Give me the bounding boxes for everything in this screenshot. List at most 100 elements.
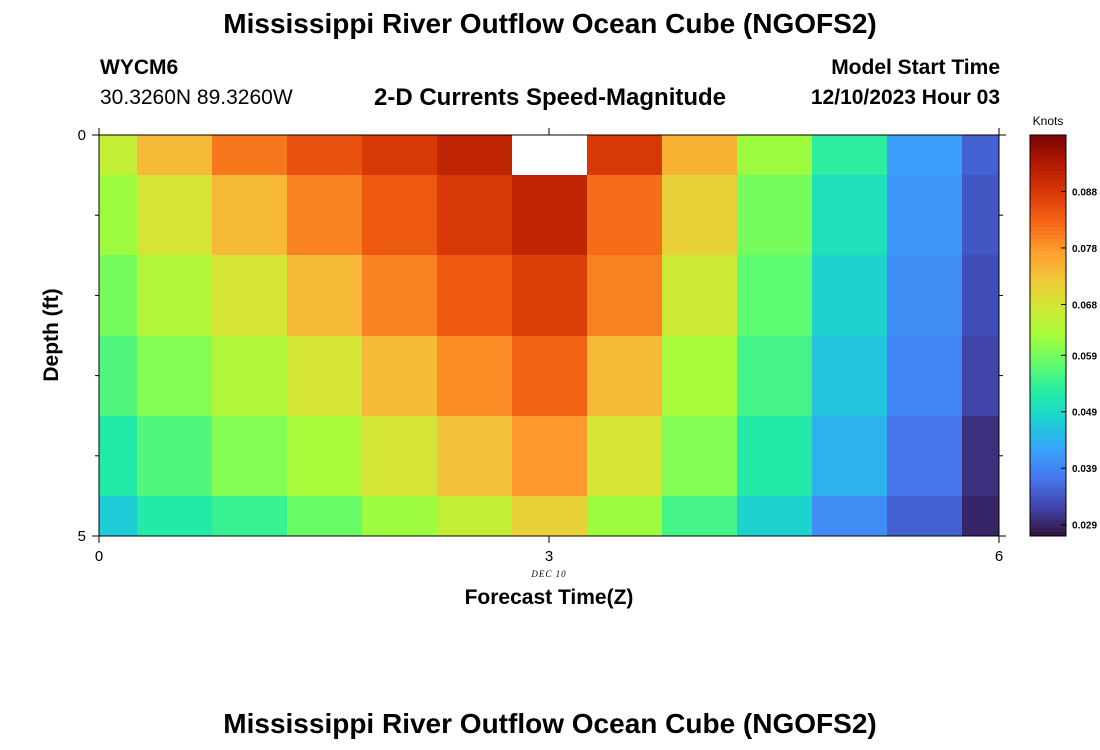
colorbar-segment bbox=[1030, 399, 1066, 405]
colorbar-segment bbox=[1030, 335, 1066, 341]
colorbar-segment bbox=[1030, 331, 1066, 337]
heatmap-cell bbox=[437, 336, 512, 416]
colorbar-segment bbox=[1030, 447, 1066, 453]
colorbar-segment bbox=[1030, 175, 1066, 180]
colorbar-segment bbox=[1030, 191, 1066, 196]
heatmap-cell bbox=[512, 255, 587, 336]
heatmap-cell bbox=[212, 175, 287, 255]
colorbar-segment bbox=[1030, 487, 1066, 493]
colorbar-segment bbox=[1030, 303, 1066, 309]
colorbar-segment bbox=[1030, 251, 1066, 256]
colorbar-segment bbox=[1030, 199, 1066, 204]
y-axis-label: Depth (ft) bbox=[40, 288, 63, 381]
colorbar-tick-label: 0.059 bbox=[1072, 351, 1097, 362]
colorbar-segment bbox=[1030, 459, 1066, 465]
colorbar-segment bbox=[1030, 311, 1066, 317]
heatmap-cell bbox=[287, 496, 362, 536]
heatmap-cell bbox=[812, 175, 887, 255]
colorbar-segment bbox=[1030, 479, 1066, 485]
colorbar-segment bbox=[1030, 387, 1066, 393]
heatmap-cell bbox=[587, 175, 662, 255]
y-tick-label: 0 bbox=[78, 127, 86, 144]
colorbar-segment bbox=[1030, 435, 1066, 441]
heatmap-cell bbox=[137, 336, 212, 416]
heatmap-cell bbox=[287, 175, 362, 255]
axes: 0 3 605 bbox=[78, 127, 1006, 565]
model-start-label: Model Start Time bbox=[831, 56, 1000, 79]
colorbar-segment bbox=[1030, 203, 1066, 208]
colorbar-segment bbox=[1030, 287, 1066, 292]
colorbar-segment bbox=[1030, 467, 1066, 473]
colorbar-segment bbox=[1030, 431, 1066, 437]
colorbar-segment bbox=[1030, 515, 1066, 521]
colorbar-segment bbox=[1030, 179, 1066, 184]
colorbar-segment bbox=[1030, 295, 1066, 301]
heatmap-cell bbox=[99, 175, 137, 255]
heatmap-cell bbox=[212, 336, 287, 416]
heatmap-cell bbox=[737, 496, 812, 536]
colorbar-segment bbox=[1030, 235, 1066, 240]
colorbar-segment bbox=[1030, 451, 1066, 457]
colorbar-segment bbox=[1030, 367, 1066, 373]
colorbar-segment bbox=[1030, 143, 1066, 148]
colorbar-segment bbox=[1030, 171, 1066, 176]
colorbar-segment bbox=[1030, 183, 1066, 188]
colorbar-segment bbox=[1030, 471, 1066, 477]
colorbar-segment bbox=[1030, 263, 1066, 268]
colorbar-segment bbox=[1030, 147, 1066, 152]
colorbar-segment bbox=[1030, 283, 1066, 288]
heatmap-cell bbox=[212, 135, 287, 175]
colorbar-segment bbox=[1030, 463, 1066, 469]
heatmap-cell bbox=[662, 175, 737, 255]
heatmap-cell bbox=[737, 135, 812, 175]
colorbar-tick-label: 0.078 bbox=[1072, 244, 1097, 255]
heatmap-cell bbox=[737, 255, 812, 336]
heatmap-cell bbox=[437, 135, 512, 175]
heatmap-cell bbox=[99, 255, 137, 336]
heatmap-cell bbox=[512, 496, 587, 536]
colorbar-segment bbox=[1030, 255, 1066, 260]
heatmap-cell bbox=[812, 496, 887, 536]
colorbar-segment bbox=[1030, 139, 1066, 144]
chart-title: 2-D Currents Speed-Magnitude bbox=[373, 84, 727, 111]
heatmap-cell bbox=[587, 496, 662, 536]
colorbar-segment bbox=[1030, 355, 1066, 361]
heatmap-cell bbox=[737, 336, 812, 416]
colorbar-segment bbox=[1030, 511, 1066, 517]
colorbar-segment bbox=[1030, 135, 1066, 140]
colorbar-segment bbox=[1030, 419, 1066, 425]
heatmap-cell bbox=[662, 416, 737, 496]
heatmap-cell bbox=[887, 336, 962, 416]
heatmap-cell bbox=[137, 416, 212, 496]
colorbar-segment bbox=[1030, 319, 1066, 325]
heatmap-cell bbox=[137, 496, 212, 536]
colorbar-segment bbox=[1030, 379, 1066, 385]
heatmap-cell bbox=[512, 175, 587, 255]
colorbar-segment bbox=[1030, 307, 1066, 313]
colorbar-segment bbox=[1030, 279, 1066, 284]
colorbar-segment bbox=[1030, 187, 1066, 192]
heatmap-cell bbox=[887, 416, 962, 496]
colorbar-segment bbox=[1030, 403, 1066, 409]
heatmap-cell bbox=[662, 496, 737, 536]
heatmap-cell bbox=[362, 416, 437, 496]
colorbar-segment bbox=[1030, 499, 1066, 505]
colorbar-segment bbox=[1030, 371, 1066, 377]
colorbar-segment bbox=[1030, 327, 1066, 333]
heatmap-cell bbox=[737, 416, 812, 496]
date-label: DEC 10 bbox=[530, 569, 566, 579]
colorbar-segment bbox=[1030, 395, 1066, 401]
heatmap-cell bbox=[362, 496, 437, 536]
heatmap-cell bbox=[887, 496, 962, 536]
colorbar-tick-label: 0.088 bbox=[1072, 187, 1097, 198]
colorbar-unit-label: Knots bbox=[1033, 114, 1064, 128]
heatmap-cell bbox=[887, 255, 962, 336]
heatmap-cell bbox=[437, 496, 512, 536]
heatmap-cell bbox=[962, 336, 999, 416]
colorbar-segment bbox=[1030, 423, 1066, 429]
colorbar-segment bbox=[1030, 363, 1066, 369]
colorbar-segment bbox=[1030, 519, 1066, 525]
heatmap-cell bbox=[587, 135, 662, 175]
heatmap-cell bbox=[962, 496, 999, 536]
heatmap-cell bbox=[812, 336, 887, 416]
